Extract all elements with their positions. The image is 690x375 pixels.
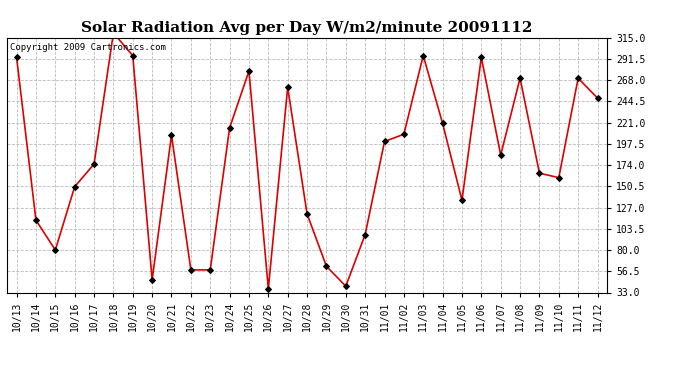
Title: Solar Radiation Avg per Day W/m2/minute 20091112: Solar Radiation Avg per Day W/m2/minute … <box>81 21 533 35</box>
Text: Copyright 2009 Cartronics.com: Copyright 2009 Cartronics.com <box>10 43 166 52</box>
